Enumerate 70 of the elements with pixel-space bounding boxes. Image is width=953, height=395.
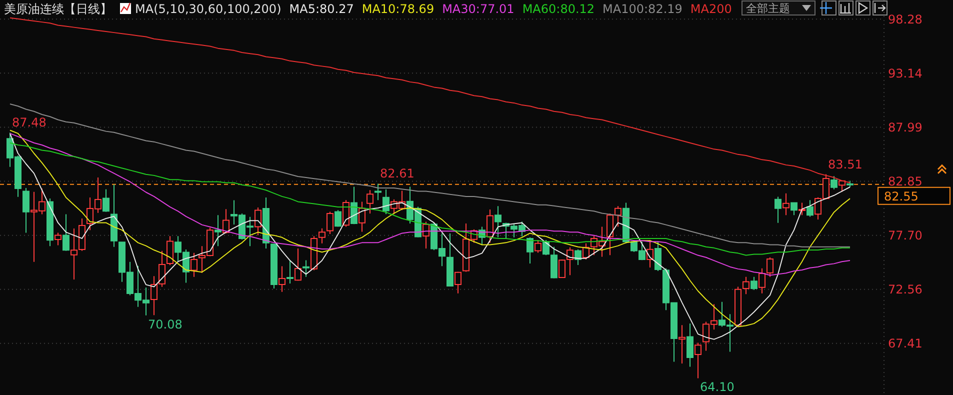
candlestick — [382, 188, 390, 215]
candlestick — [694, 342, 702, 379]
candlestick — [550, 246, 558, 279]
candlestick — [798, 202, 806, 216]
candlestick — [110, 184, 118, 248]
candlestick — [446, 232, 454, 287]
annotation: 70.08 — [148, 317, 182, 332]
annotation: 82.61 — [380, 166, 414, 181]
chart-title: 美原油连续【日线】 — [4, 2, 112, 16]
candlestick — [294, 248, 302, 282]
text: MA100:82.19 — [602, 2, 682, 16]
candlestick — [806, 200, 814, 218]
y-tick-label: 72.56 — [888, 282, 922, 297]
candlestick — [358, 201, 366, 232]
candlestick — [606, 212, 614, 256]
text: MA30:77.01 — [442, 2, 514, 16]
legend-title: MA(5,10,30,60,100,200) — [135, 2, 282, 16]
candlestick — [742, 276, 750, 295]
candlestick — [494, 206, 502, 238]
candlestick — [486, 208, 494, 244]
candlestick — [422, 221, 430, 249]
y-tick-label: 87.99 — [888, 120, 922, 134]
y-tick-label: 77.70 — [888, 228, 922, 243]
candlestick — [734, 286, 742, 326]
y-tick-label: 98.28 — [888, 12, 922, 26]
candlestick — [686, 322, 694, 368]
candlestick — [270, 243, 278, 289]
y-tick-label: 67.41 — [888, 336, 922, 351]
annotation: 64.10 — [700, 380, 734, 394]
candlestick — [54, 232, 62, 246]
y-tick-label: 93.14 — [888, 66, 922, 80]
candlestick — [678, 324, 686, 364]
candlestick — [214, 214, 222, 247]
ref-line-label: 82.55 — [884, 190, 918, 204]
candlestick — [574, 248, 582, 266]
text: MA5:80.27 — [289, 2, 354, 16]
candlestick — [22, 188, 30, 234]
candlestick — [774, 196, 782, 224]
candlestick — [534, 240, 542, 254]
candlestick — [454, 271, 462, 294]
text: MA60:80.12 — [522, 2, 595, 16]
candlestick — [350, 186, 358, 225]
annotation: 87.48 — [12, 116, 46, 130]
candlestick — [838, 180, 846, 192]
candlestick — [334, 210, 342, 228]
candlestick — [830, 176, 838, 190]
annotation: 83.51 — [828, 157, 862, 172]
candlestick — [62, 214, 70, 252]
candlestick — [318, 228, 326, 244]
candlestick — [166, 236, 174, 266]
candlestick — [46, 198, 54, 247]
candlestick — [302, 260, 310, 278]
candlestick — [750, 276, 758, 291]
candlestick — [782, 192, 790, 216]
candlestick — [790, 202, 798, 216]
text: MA200 — [690, 2, 732, 16]
annotation: 全部主题 — [746, 2, 790, 15]
candlestick — [526, 236, 534, 264]
candlestick — [614, 206, 622, 228]
text: MA10:78.69 — [362, 2, 434, 16]
candlestick — [286, 260, 294, 284]
y-tick-label: 82.85 — [888, 174, 922, 188]
candlestick — [254, 206, 262, 236]
candlestick — [278, 266, 286, 292]
candlestick — [366, 190, 374, 214]
candlestick — [190, 252, 198, 278]
candlestick — [326, 211, 334, 235]
candlestick — [102, 188, 110, 212]
candlestick — [374, 183, 382, 201]
candlestick — [262, 197, 270, 250]
